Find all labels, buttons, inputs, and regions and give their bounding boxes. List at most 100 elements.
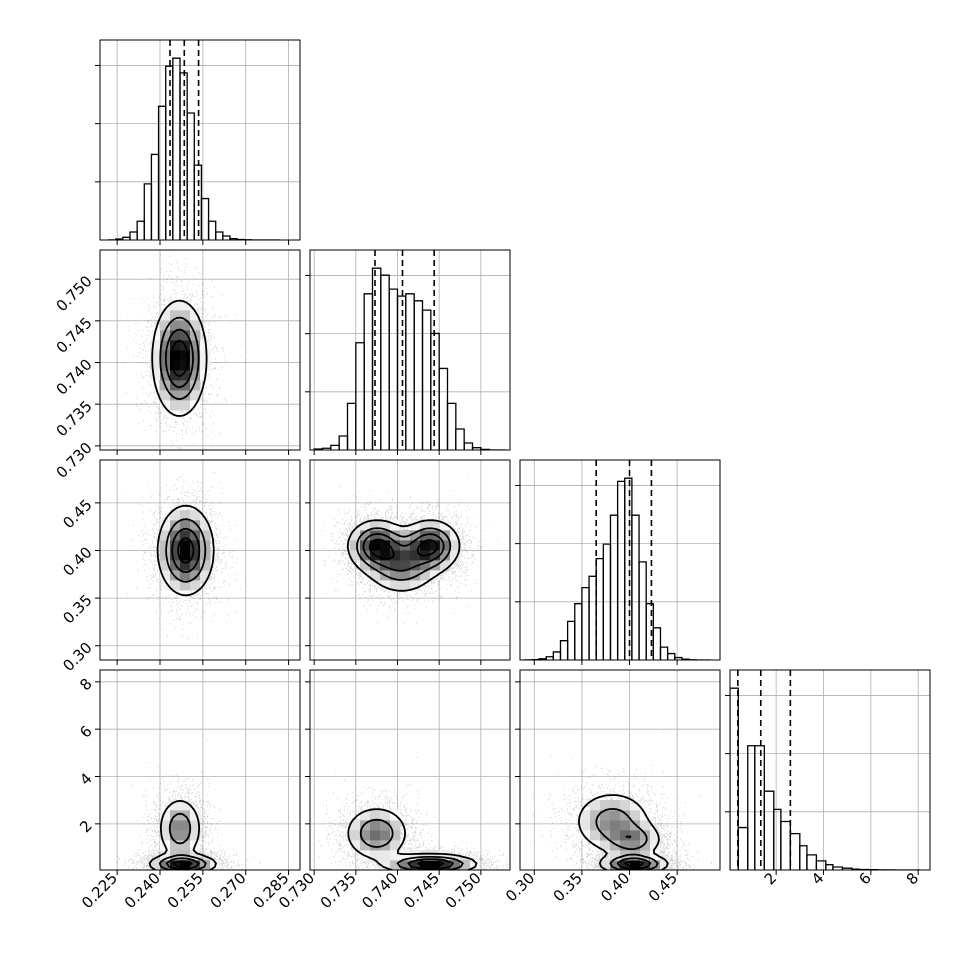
density-cell <box>370 540 381 551</box>
density-cell <box>170 800 181 811</box>
density-cell <box>180 580 191 591</box>
density-cell <box>200 520 211 531</box>
panel-frame <box>729 669 931 871</box>
density-contour <box>159 316 200 400</box>
density-cell <box>440 560 451 571</box>
plot-layer <box>95 39 931 875</box>
density-cell <box>380 830 391 841</box>
y-ticklabel: 0.45 <box>59 496 95 532</box>
histogram-bar <box>330 444 340 450</box>
density-cell <box>410 520 421 531</box>
density-contour <box>362 533 445 572</box>
density-cell <box>190 860 201 870</box>
density-cell <box>390 830 401 841</box>
histogram-bar <box>222 235 231 240</box>
y-ticklabels-p3: 2 4 6 8 <box>76 675 95 836</box>
density-cell <box>160 310 171 321</box>
density-cell <box>170 340 181 351</box>
histogram-bar <box>815 860 827 870</box>
density-cell <box>190 520 201 531</box>
density-cell <box>180 570 191 581</box>
density-cell <box>420 860 431 870</box>
density-cell <box>610 800 621 811</box>
histogram-panel <box>515 459 721 665</box>
panel-frame <box>99 669 301 871</box>
density-contour <box>347 808 478 870</box>
histogram-bar <box>200 197 210 240</box>
histogram-bar <box>638 561 647 660</box>
x-ticklabel: 0.225 <box>78 869 121 912</box>
density-cell <box>440 520 451 531</box>
density-cell <box>630 860 641 870</box>
histogram-bar <box>616 480 626 660</box>
density-cell <box>180 530 191 541</box>
density-cell <box>160 860 171 870</box>
histogram-bar <box>773 808 782 870</box>
density-cell <box>380 560 391 571</box>
histogram-bar <box>215 231 224 240</box>
density-cell <box>640 850 651 861</box>
histogram-bar <box>396 295 407 450</box>
density-contour <box>151 299 208 417</box>
density-cell <box>370 820 381 831</box>
panel-frame <box>99 249 301 451</box>
density-cell <box>430 570 441 581</box>
density-cell <box>600 810 611 821</box>
density-cell <box>400 550 411 561</box>
x-ticklabels-p0: 0.225 0.240 0.255 0.270 0.285 <box>78 869 293 912</box>
density-panel <box>95 669 301 875</box>
density-cell <box>160 390 171 401</box>
density-cell <box>360 550 371 561</box>
density-cell <box>600 820 611 831</box>
density-cell <box>170 570 181 581</box>
density-cell <box>180 800 191 811</box>
density-cell <box>150 370 161 381</box>
density-cell <box>180 510 191 521</box>
density-cell <box>650 830 661 841</box>
density-cell <box>160 520 171 531</box>
density-contour <box>346 519 461 592</box>
histogram-bar <box>186 112 195 240</box>
density-cell <box>170 350 181 361</box>
density-cell <box>170 330 181 341</box>
density-cell <box>410 560 421 571</box>
density-cell <box>660 860 671 870</box>
histogram-bars <box>524 460 711 660</box>
density-cell <box>580 810 591 821</box>
density-cell <box>610 850 621 861</box>
density-cell <box>650 840 661 851</box>
y-ticklabel: 8 <box>76 675 95 694</box>
density-cell <box>360 530 371 541</box>
density-cell <box>590 810 601 821</box>
density-cell <box>160 810 171 821</box>
histogram-bar <box>763 790 775 870</box>
density-cell <box>370 850 381 861</box>
x-ticklabel: 0.270 <box>207 869 250 912</box>
histogram-bar <box>825 864 834 870</box>
density-content <box>115 739 276 870</box>
density-cell <box>150 360 161 371</box>
histogram-bar <box>754 745 765 870</box>
x-ticklabel: 0.35 <box>550 869 586 905</box>
density-content <box>530 732 712 870</box>
density-cell <box>160 820 171 831</box>
density-contour <box>616 835 652 870</box>
y-ticklabels-p2: 0.30 0.35 0.40 0.45 <box>59 496 95 675</box>
x-ticklabel: 0.30 <box>502 869 538 905</box>
x-ticklabel: 8 <box>903 869 922 888</box>
density-cell <box>160 570 171 581</box>
density-cell <box>170 840 181 851</box>
density-cell <box>160 550 171 561</box>
density-cell <box>420 560 431 571</box>
density-cell <box>390 570 401 581</box>
density-cell <box>600 800 611 811</box>
density-cell <box>180 830 191 841</box>
histogram-bar <box>388 288 399 450</box>
density-cell <box>170 550 181 561</box>
density-cell <box>160 830 171 841</box>
density-cell <box>190 510 201 521</box>
histogram-bar <box>380 274 390 450</box>
density-cell <box>370 520 381 531</box>
density-content <box>321 473 499 625</box>
x-ticklabel: 4 <box>808 869 827 888</box>
